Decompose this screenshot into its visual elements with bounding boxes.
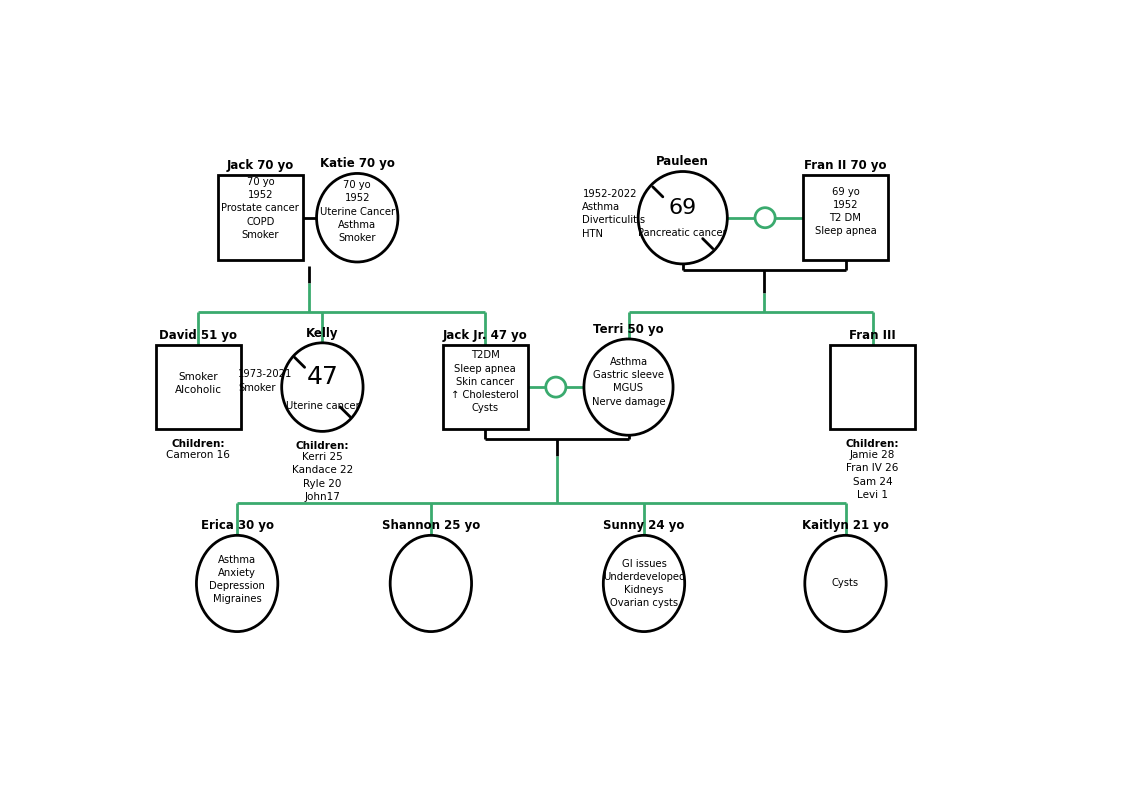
Circle shape — [545, 377, 565, 397]
Text: 69: 69 — [669, 198, 697, 218]
Text: Children:: Children: — [846, 439, 900, 449]
Bar — [830, 345, 916, 430]
Ellipse shape — [390, 535, 471, 631]
Text: Kerri 25
Kandace 22
Ryle 20
John17: Kerri 25 Kandace 22 Ryle 20 John17 — [292, 452, 353, 502]
Ellipse shape — [282, 343, 364, 431]
Text: Kelly: Kelly — [306, 327, 339, 340]
Text: Jack Jr. 47 yo: Jack Jr. 47 yo — [443, 329, 527, 341]
Bar — [156, 345, 241, 430]
Text: David 51 yo: David 51 yo — [159, 329, 238, 341]
Text: Cameron 16: Cameron 16 — [166, 450, 230, 461]
Text: Pancreatic cancer: Pancreatic cancer — [638, 228, 727, 238]
Text: 70 yo
1952
Uterine Cancer
Asthma
Smoker: 70 yo 1952 Uterine Cancer Asthma Smoker — [320, 180, 395, 243]
Text: 1973-2021
Smoker: 1973-2021 Smoker — [238, 369, 293, 392]
Text: Erica 30 yo: Erica 30 yo — [201, 519, 274, 532]
Text: Shannon 25 yo: Shannon 25 yo — [381, 519, 480, 532]
Circle shape — [755, 208, 775, 228]
Text: Terri 50 yo: Terri 50 yo — [594, 323, 664, 336]
Text: Smoker
Alcoholic: Smoker Alcoholic — [175, 372, 222, 395]
Text: GI issues
Underdeveloped
Kidneys
Ovarian cysts: GI issues Underdeveloped Kidneys Ovarian… — [603, 559, 686, 608]
Ellipse shape — [604, 535, 684, 631]
Text: Children:: Children: — [172, 439, 226, 449]
Bar — [803, 175, 889, 260]
Text: T2DM
Sleep apnea
Skin cancer
↑ Cholesterol
Cysts: T2DM Sleep apnea Skin cancer ↑ Cholester… — [451, 350, 519, 413]
Bar — [442, 345, 527, 430]
Text: Sunny 24 yo: Sunny 24 yo — [604, 519, 684, 532]
Text: Asthma
Anxiety
Depression
Migraines: Asthma Anxiety Depression Migraines — [209, 555, 265, 604]
Text: Fran II 70 yo: Fran II 70 yo — [804, 160, 886, 172]
Text: Fran III: Fran III — [849, 329, 896, 341]
Ellipse shape — [316, 173, 398, 262]
Text: 70 yo
1952
Prostate cancer
COPD
Smoker: 70 yo 1952 Prostate cancer COPD Smoker — [221, 177, 300, 240]
Text: 47: 47 — [306, 365, 339, 389]
Text: 69 yo
1952
T2 DM
Sleep apnea: 69 yo 1952 T2 DM Sleep apnea — [815, 187, 876, 237]
Text: Children:: Children: — [295, 441, 349, 451]
Text: Pauleen: Pauleen — [656, 156, 709, 168]
Text: 1952-2022
Asthma
Diverticulitis
HTN: 1952-2022 Asthma Diverticulitis HTN — [582, 189, 645, 239]
Text: Asthma
Gastric sleeve
MGUS
Nerve damage: Asthma Gastric sleeve MGUS Nerve damage — [591, 357, 665, 407]
Text: Uterine cancer: Uterine cancer — [285, 401, 359, 411]
Ellipse shape — [804, 535, 886, 631]
Text: Katie 70 yo: Katie 70 yo — [320, 157, 395, 171]
Ellipse shape — [638, 172, 727, 264]
Text: Kaitlyn 21 yo: Kaitlyn 21 yo — [802, 519, 889, 532]
Ellipse shape — [196, 535, 278, 631]
Bar — [218, 175, 303, 260]
Text: Cysts: Cysts — [831, 579, 859, 588]
Ellipse shape — [583, 339, 673, 435]
Text: Jack 70 yo: Jack 70 yo — [227, 160, 294, 172]
Text: Jamie 28
Fran IV 26
Sam 24
Levi 1: Jamie 28 Fran IV 26 Sam 24 Levi 1 — [846, 450, 899, 500]
